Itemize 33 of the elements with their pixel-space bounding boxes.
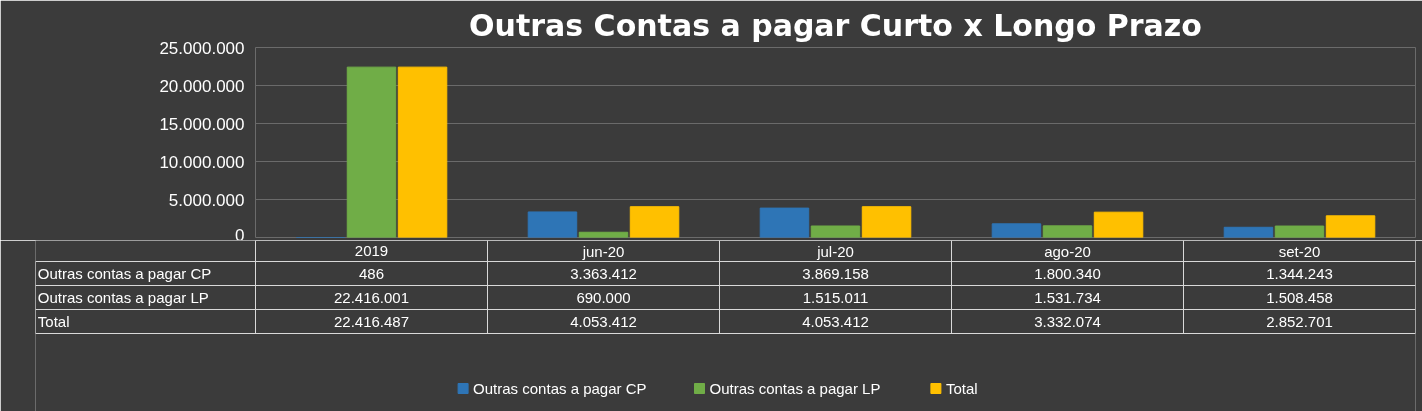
text: Outras contas a pagar LP xyxy=(37,289,209,306)
data-label: 486 xyxy=(358,264,385,282)
data-label: 22.416.001 xyxy=(333,288,410,306)
text: Total xyxy=(37,313,70,330)
y-tick-label: 20.000.000 xyxy=(159,76,245,96)
legend-label: Outras contas a pagar CP xyxy=(473,380,647,397)
data-label: 3.332.074 xyxy=(1034,312,1101,330)
text: Outras contas a pagar CP xyxy=(37,265,212,282)
data-label: 1.800.340 xyxy=(1034,264,1101,282)
data-label: 1.508.458 xyxy=(1266,288,1333,306)
data-label: 1.531.734 xyxy=(1034,288,1101,306)
x-tick-label: jul-20 xyxy=(816,242,854,260)
x-tick-label: set-20 xyxy=(1278,242,1321,260)
data-label: 22.416.487 xyxy=(333,312,410,330)
data-label: 3.869.158 xyxy=(802,264,869,282)
y-tick-label: 15.000.000 xyxy=(159,114,245,134)
x-tick-label: ago-20 xyxy=(1044,242,1091,260)
legend-label: Outras contas a pagar LP xyxy=(709,380,881,397)
x-tick-label: jun-20 xyxy=(581,242,625,260)
x-tick-label: 2019 xyxy=(354,242,389,259)
data-label: 4.053.412 xyxy=(802,312,869,330)
data-label: 3.363.412 xyxy=(570,264,637,282)
data-label: 4.053.412 xyxy=(570,312,637,330)
y-tick-label: 10.000.000 xyxy=(159,152,245,172)
chart-title: Outras Contas a pagar Curto x Longo Prazo xyxy=(469,7,1202,43)
data-label: 1.515.011 xyxy=(802,288,869,306)
data-label: 1.344.243 xyxy=(1266,264,1333,282)
data-label: 690.000 xyxy=(576,288,631,306)
legend-label: Total xyxy=(945,380,978,397)
y-tick-label: 5.000.000 xyxy=(168,190,245,210)
data-label: 2.852.701 xyxy=(1266,312,1333,330)
y-tick-label: 0 xyxy=(235,225,245,245)
y-tick-label: 25.000.000 xyxy=(159,38,245,58)
